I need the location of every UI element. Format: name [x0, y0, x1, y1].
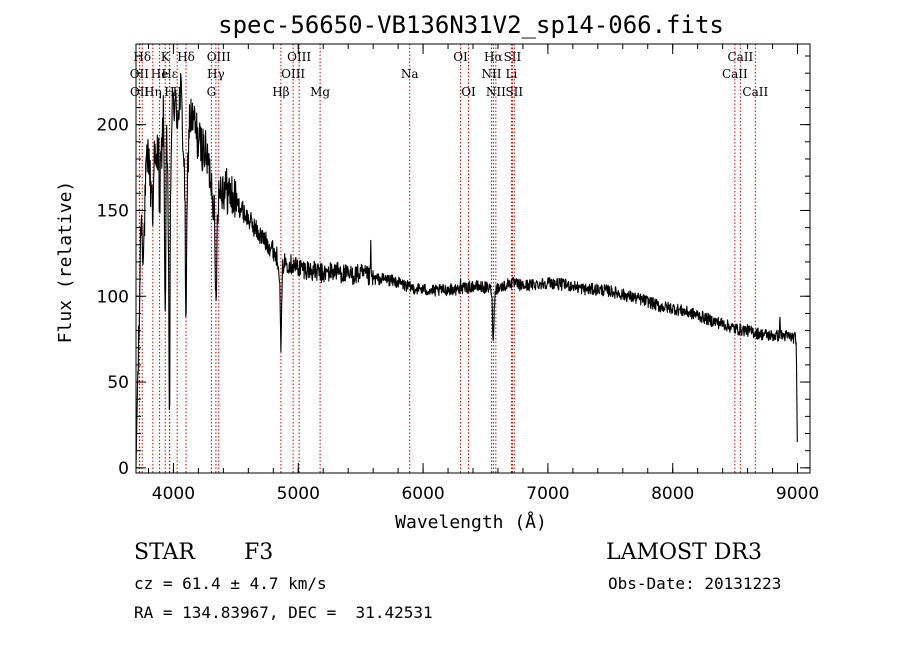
y-tick-label: 150	[97, 201, 129, 221]
x-tick-label: 7000	[526, 484, 569, 504]
observation-date: Obs-Date: 20131223	[608, 574, 782, 593]
x-tick-label: 6000	[401, 484, 444, 504]
spectral-line-label: NII	[481, 67, 501, 81]
sky-coordinates: RA = 134.83967, DEC = 31.42531	[134, 603, 433, 622]
x-tick-label: 4000	[152, 484, 195, 504]
x-tick-label: 5000	[277, 484, 320, 504]
spectral-line-label: OII	[130, 67, 150, 81]
y-axis-label: Flux (relative)	[55, 181, 76, 344]
spectrum-line	[135, 72, 798, 468]
spectral-line-label: SII	[504, 50, 522, 64]
object-subclass: F3	[244, 540, 274, 565]
y-tick-label: 100	[97, 287, 129, 307]
spectral-line-label: Hη	[144, 85, 162, 99]
spectral-line-label: CaII	[722, 67, 748, 81]
spectral-line-label: Hα	[484, 50, 503, 64]
y-tick-label: 50	[107, 373, 129, 393]
x-axis-label: Wavelength (Å)	[395, 511, 547, 533]
spectral-line-label: G	[207, 85, 217, 99]
spectrum-series	[135, 72, 798, 468]
spectral-line-label: OI	[461, 85, 476, 99]
spectral-line-label: II	[172, 85, 182, 99]
spectral-line-label: Hδ	[133, 50, 151, 64]
spectral-line-label: Hδ	[177, 50, 195, 64]
spectral-line-label: CaII	[742, 85, 768, 99]
spectral-line-label: CaII	[727, 50, 753, 64]
spectral-line-label: OIII	[281, 67, 305, 81]
y-tick-label: 0	[118, 459, 129, 479]
spectral-line-label: He	[151, 67, 169, 81]
plot-frame	[135, 43, 811, 474]
spectral-line-label: K	[161, 50, 171, 64]
spectral-line-label: OIII	[287, 50, 311, 64]
spectral-line-label: H	[164, 85, 174, 99]
spectral-line-label: Hε	[161, 67, 178, 81]
spectral-line-label: OI	[453, 50, 468, 64]
spectral-line-label: Hγ	[207, 67, 225, 81]
object-class: STAR	[134, 540, 195, 565]
redshift-velocity: cz = 61.4 ± 4.7 km/s	[134, 574, 327, 593]
x-tick-label: 8000	[651, 484, 694, 504]
x-tick-label: 9000	[776, 484, 819, 504]
spectral-line-label: Mg	[310, 85, 330, 99]
spectral-line-label: SII	[505, 85, 523, 99]
survey-name: LAMOST DR3	[606, 540, 762, 565]
y-tick-label: 200	[97, 116, 129, 136]
spectral-line-label: Na	[401, 67, 419, 81]
spectral-line-label: OII	[130, 85, 150, 99]
spectral-line-label: Li	[506, 67, 518, 81]
chart-title: spec-56650-VB136N31V2_sp14-066.fits	[218, 11, 724, 39]
spectral-line-label: NII	[486, 85, 506, 99]
spectral-line-label: Hβ	[272, 85, 289, 99]
plot-axes: 4000 5000 6000 7000 8000 9000 0 50 100 150 200	[97, 43, 819, 504]
spectral-line-label: OIII	[207, 50, 231, 64]
